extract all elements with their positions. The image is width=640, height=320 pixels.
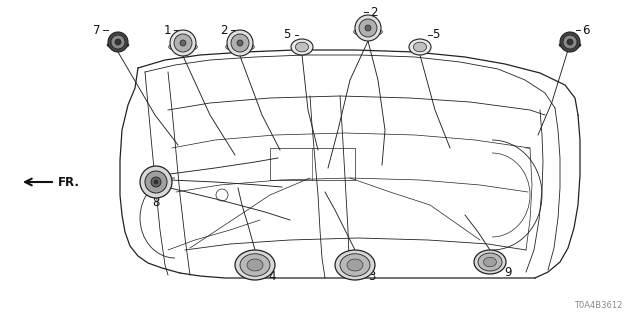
Circle shape (115, 39, 121, 45)
Ellipse shape (347, 259, 363, 271)
Circle shape (563, 35, 577, 49)
Ellipse shape (107, 42, 129, 49)
Ellipse shape (240, 254, 270, 276)
Circle shape (355, 15, 381, 41)
Circle shape (108, 32, 128, 52)
Ellipse shape (291, 39, 313, 55)
Circle shape (365, 25, 371, 31)
Ellipse shape (413, 42, 427, 52)
Ellipse shape (235, 250, 275, 280)
Text: 5: 5 (432, 28, 440, 42)
Text: T0A4B3612: T0A4B3612 (573, 301, 622, 310)
Circle shape (237, 40, 243, 46)
Ellipse shape (335, 250, 375, 280)
Text: FR.: FR. (58, 175, 80, 188)
Circle shape (227, 30, 253, 56)
Text: 2: 2 (370, 5, 378, 19)
Ellipse shape (296, 42, 308, 52)
Circle shape (174, 34, 192, 52)
Circle shape (170, 30, 196, 56)
Ellipse shape (169, 42, 197, 52)
Ellipse shape (474, 250, 506, 274)
Text: 9: 9 (504, 267, 511, 279)
Circle shape (359, 19, 377, 37)
Circle shape (180, 40, 186, 46)
Circle shape (111, 35, 125, 49)
Ellipse shape (354, 27, 382, 36)
Text: 2: 2 (221, 23, 228, 36)
Ellipse shape (559, 42, 581, 49)
Text: 7: 7 (93, 23, 100, 36)
Text: 6: 6 (582, 23, 589, 36)
Ellipse shape (484, 257, 497, 267)
Circle shape (145, 171, 167, 193)
Text: 1: 1 (163, 23, 171, 36)
Text: 4: 4 (268, 269, 275, 283)
Circle shape (560, 32, 580, 52)
Circle shape (154, 180, 158, 184)
Text: 8: 8 (152, 196, 160, 210)
Circle shape (151, 177, 161, 187)
Text: 5: 5 (283, 28, 290, 42)
Bar (270, 148, 355, 180)
Text: 3: 3 (368, 269, 376, 283)
Ellipse shape (478, 253, 502, 271)
Ellipse shape (247, 259, 263, 271)
Ellipse shape (340, 254, 370, 276)
Ellipse shape (226, 42, 254, 52)
Circle shape (567, 39, 573, 45)
Circle shape (231, 34, 249, 52)
Circle shape (140, 166, 172, 198)
Ellipse shape (409, 39, 431, 55)
